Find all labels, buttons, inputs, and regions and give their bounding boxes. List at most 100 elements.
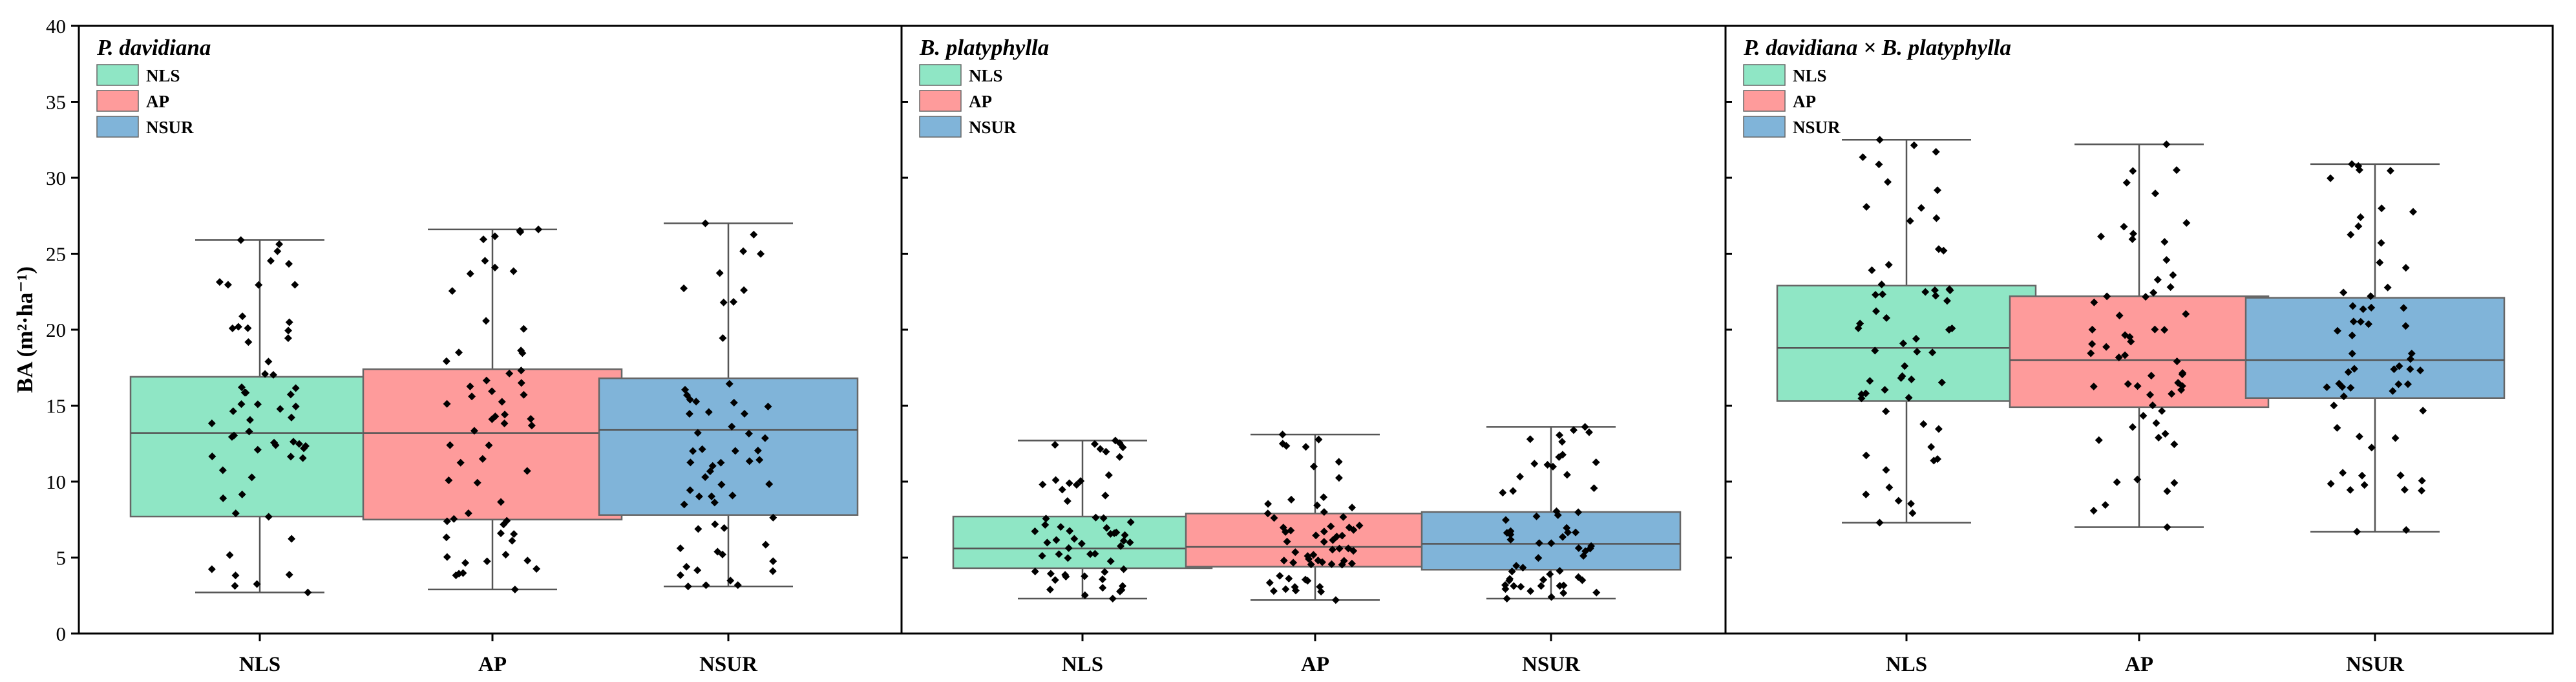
data-point: [2418, 486, 2426, 495]
legend-swatch-ap: [1743, 90, 1786, 112]
data-point: [2400, 304, 2408, 312]
data-point: [1872, 291, 1880, 299]
data-point: [295, 440, 303, 448]
y-tick-label: 35: [46, 91, 66, 114]
data-point: [2402, 526, 2411, 534]
data-point: [761, 540, 770, 549]
legend-label-nsur: NSUR: [146, 118, 194, 137]
data-point: [1039, 480, 1047, 489]
data-point: [1882, 407, 1890, 416]
data-point: [1862, 490, 1870, 498]
data-point: [1314, 557, 1322, 565]
data-point: [1907, 375, 1916, 383]
data-point: [683, 391, 692, 400]
data-point: [1285, 574, 1293, 582]
data-point: [1875, 136, 1884, 144]
data-point: [1913, 347, 1921, 356]
data-point: [443, 517, 451, 526]
data-point: [2103, 292, 2111, 301]
data-point: [2166, 283, 2175, 292]
legend-label-ap: AP: [969, 92, 992, 111]
data-point: [730, 297, 738, 306]
data-point: [2088, 340, 2096, 348]
data-point: [1899, 339, 1907, 348]
data-point: [1863, 203, 1871, 211]
data-point: [1883, 314, 1891, 322]
data-point: [680, 500, 688, 509]
data-point: [1115, 453, 1124, 461]
data-point: [2151, 189, 2159, 198]
data-point: [2139, 412, 2148, 420]
y-tick-label: 25: [46, 243, 66, 266]
data-point: [1572, 528, 1580, 537]
data-point: [1933, 186, 1941, 195]
data-point: [246, 416, 254, 424]
data-point: [2396, 471, 2405, 480]
data-point: [1537, 582, 1545, 590]
data-point: [768, 567, 777, 575]
legend-label-ap: AP: [146, 92, 169, 111]
x-tick-label: AP: [2125, 653, 2153, 676]
data-point: [1510, 582, 1518, 590]
data-point: [2323, 383, 2331, 391]
data-point: [1348, 504, 1357, 512]
data-point: [1569, 426, 1578, 434]
data-point: [718, 550, 726, 559]
data-point: [1119, 537, 1128, 545]
data-point: [1872, 307, 1881, 315]
data-point: [2173, 357, 2181, 366]
data-point: [1559, 589, 1568, 597]
y-tick-label: 15: [46, 395, 66, 418]
data-point: [698, 445, 706, 453]
data-point: [2339, 469, 2347, 477]
x-tick-label: NLS: [1062, 653, 1103, 676]
data-point: [244, 338, 253, 346]
data-point: [1038, 551, 1046, 560]
data-point: [1051, 576, 1059, 584]
data-point: [719, 334, 727, 343]
data-point: [1934, 425, 1943, 433]
data-point: [1502, 516, 1510, 524]
data-point: [1558, 438, 1567, 446]
data-point: [1042, 515, 1050, 523]
data-point: [2389, 387, 2397, 395]
box-ap: [2009, 295, 2270, 409]
data-point: [1530, 460, 1539, 468]
data-point: [1547, 593, 1556, 601]
data-point: [1320, 493, 1328, 502]
data-point: [517, 367, 525, 375]
data-point: [520, 390, 528, 399]
data-point: [1103, 524, 1111, 532]
data-point: [470, 427, 478, 435]
data-point: [509, 267, 518, 275]
data-point: [1927, 443, 1936, 451]
data-point: [505, 369, 514, 378]
data-point: [482, 317, 491, 325]
data-point: [2349, 302, 2357, 310]
data-point: [1081, 591, 1089, 599]
data-point: [255, 281, 263, 289]
data-point: [1884, 178, 1892, 186]
data-point: [478, 454, 487, 463]
data-point: [498, 398, 506, 406]
data-point: [237, 236, 245, 244]
data-point: [1086, 550, 1095, 559]
data-point: [1335, 544, 1344, 553]
data-point: [1943, 297, 1951, 305]
data-point: [1862, 451, 1870, 460]
y-axis-label: BA (m²·ha⁻¹): [12, 266, 37, 393]
data-point: [711, 520, 719, 529]
data-point: [2355, 165, 2363, 174]
data-point: [1270, 514, 1278, 522]
data-point: [765, 480, 774, 488]
data-point: [1906, 217, 1914, 225]
jitter-points: [2087, 140, 2191, 531]
data-point: [1339, 513, 1347, 521]
data-point: [1108, 594, 1117, 602]
data-point: [2122, 178, 2131, 187]
data-point: [266, 257, 275, 265]
data-point: [1115, 439, 1124, 447]
data-point: [1579, 551, 1588, 560]
data-point: [1031, 527, 1039, 535]
data-point: [2360, 481, 2369, 489]
